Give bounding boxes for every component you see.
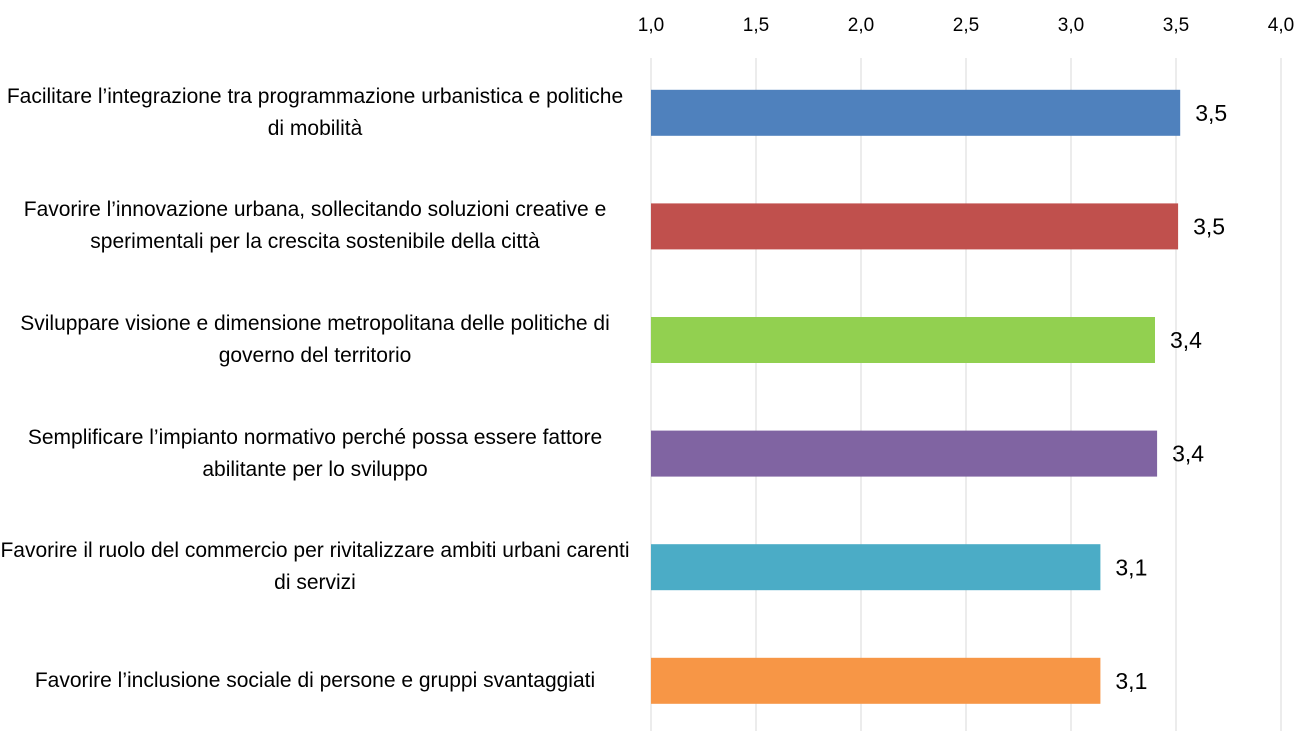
data-label: 3,5: [1193, 213, 1225, 239]
y-tick-label: Favorire l’inclusione sociale di persone…: [34, 668, 596, 692]
y-tick-label: Semplificare l’impianto normativo perché…: [27, 425, 603, 481]
x-tick-label: 3,0: [1058, 15, 1084, 36]
y-tick-label: Favorire il ruolo del commercio per rivi…: [0, 539, 630, 595]
x-tick-label: 4,0: [1268, 15, 1294, 36]
data-label: 3,1: [1115, 554, 1147, 580]
x-tick-label: 1,0: [638, 15, 664, 36]
y-tick-label: Sviluppare visione e dimensione metropol…: [20, 312, 610, 367]
data-label: 3,1: [1115, 668, 1147, 694]
x-tick-label: 2,0: [848, 15, 874, 36]
bar: [651, 657, 1101, 704]
bar: [651, 430, 1158, 477]
data-label: 3,4: [1170, 327, 1202, 353]
x-tick-label: 2,5: [953, 15, 979, 36]
bar: [651, 203, 1179, 250]
data-label: 3,5: [1195, 100, 1227, 126]
x-tick-label: 3,5: [1163, 15, 1189, 36]
y-tick-label: Facilitare l’integrazione tra programmaz…: [6, 84, 624, 140]
bar: [651, 89, 1181, 136]
bar: [651, 544, 1101, 591]
x-tick-label: 1,5: [743, 15, 769, 36]
data-label: 3,4: [1172, 441, 1204, 467]
y-tick-label: Favorire l’innovazione urbana, sollecita…: [23, 198, 607, 254]
bar: [651, 317, 1155, 363]
